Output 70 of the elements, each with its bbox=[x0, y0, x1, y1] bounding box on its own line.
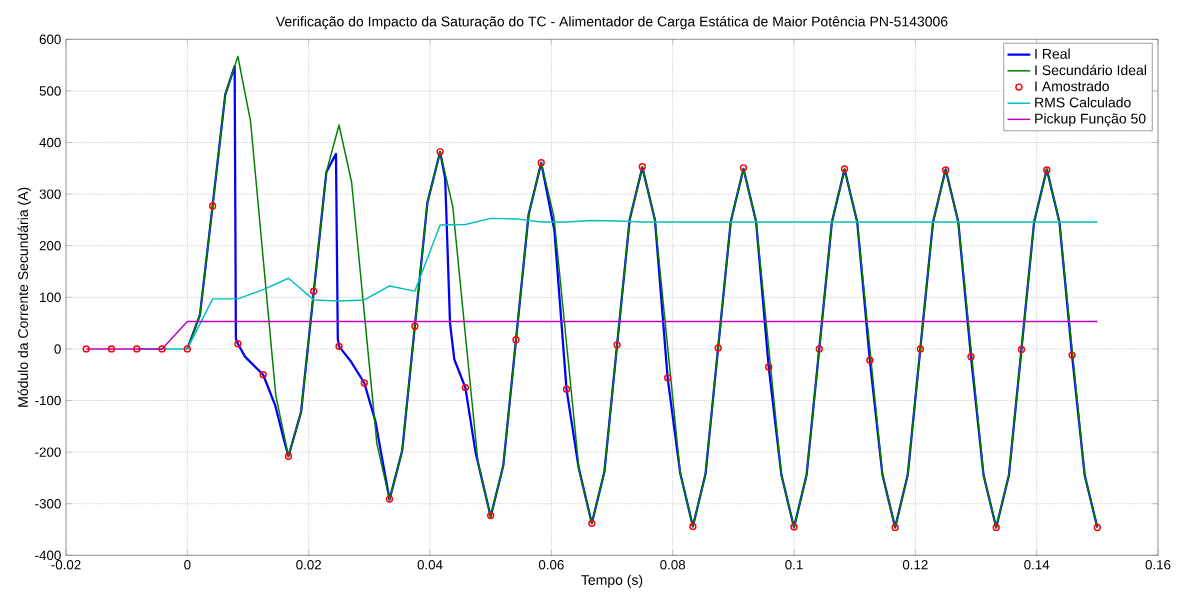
point bbox=[714, 344, 722, 352]
point bbox=[183, 345, 192, 353]
point bbox=[1017, 345, 1026, 354]
chart-title: Verificação do Impacto da Saturação do TC - Alimentador de Carga Estática de Maior Potência PN-5143006 bbox=[275, 16, 948, 30]
point bbox=[310, 287, 318, 295]
point bbox=[765, 363, 773, 371]
point bbox=[436, 148, 444, 156]
legend-label: I Amostrado bbox=[1035, 81, 1109, 92]
y-axis-title: Módulo da Corrente Secundária (A) bbox=[17, 187, 31, 407]
legend-label: Pickup Função 50 bbox=[1035, 113, 1146, 127]
point bbox=[487, 511, 495, 520]
x-tick-label: 0 bbox=[184, 560, 191, 570]
point bbox=[942, 166, 950, 174]
point bbox=[891, 523, 899, 532]
x-tick-label: 0.06 bbox=[538, 560, 564, 570]
y-tick-label: -200 bbox=[35, 447, 61, 457]
point bbox=[992, 523, 1000, 532]
x-tick-label: 0.04 bbox=[417, 560, 443, 570]
y-tick-label: 500 bbox=[39, 86, 61, 96]
point bbox=[613, 341, 621, 349]
x-tick-label: 0.16 bbox=[1145, 560, 1171, 570]
y-tick-label: 0 bbox=[54, 344, 61, 354]
point bbox=[335, 342, 343, 351]
y-tick-label: -300 bbox=[35, 499, 61, 509]
x-tick-label: 0.08 bbox=[660, 560, 686, 570]
x-tick-label: 0.14 bbox=[1024, 560, 1050, 570]
legend-label: RMS Calculado bbox=[1035, 97, 1131, 108]
point bbox=[739, 164, 748, 172]
legend-label: I Real bbox=[1035, 48, 1070, 59]
point bbox=[133, 345, 141, 353]
legend-label: I Secundário Ideal bbox=[1035, 64, 1146, 76]
point bbox=[967, 352, 975, 361]
x-tick-label: 0.12 bbox=[902, 560, 928, 570]
point bbox=[512, 335, 520, 344]
point bbox=[790, 523, 798, 531]
point bbox=[815, 345, 823, 353]
y-tick-label: 200 bbox=[39, 241, 61, 251]
point bbox=[638, 163, 647, 171]
x-tick-label: 0.02 bbox=[296, 560, 321, 570]
point bbox=[208, 202, 217, 210]
point bbox=[284, 452, 293, 460]
y-tick-label: -400 bbox=[35, 550, 61, 561]
point bbox=[588, 519, 596, 527]
y-tick-label: -100 bbox=[35, 395, 61, 406]
point bbox=[234, 340, 242, 348]
point bbox=[385, 495, 394, 503]
point bbox=[537, 158, 545, 167]
y-tick-label: 400 bbox=[39, 137, 61, 148]
point bbox=[1093, 523, 1102, 532]
point bbox=[562, 385, 571, 393]
point bbox=[259, 371, 267, 379]
x-tick-label: -0.02 bbox=[51, 560, 81, 570]
point bbox=[1068, 351, 1076, 359]
point bbox=[1043, 166, 1051, 174]
point bbox=[663, 374, 672, 382]
point bbox=[107, 345, 116, 353]
x-tick-label: 0.1 bbox=[785, 560, 803, 570]
point bbox=[82, 345, 90, 353]
y-tick-label: 100 bbox=[40, 292, 61, 303]
point bbox=[866, 356, 874, 364]
y-tick-label: 300 bbox=[39, 189, 61, 199]
point bbox=[461, 383, 470, 392]
y-tick-label: 600 bbox=[39, 34, 61, 45]
x-axis-title: Tempo (s) bbox=[581, 574, 643, 588]
point bbox=[840, 165, 849, 173]
point bbox=[360, 379, 368, 387]
point bbox=[689, 522, 697, 531]
point bbox=[158, 345, 166, 353]
point bbox=[916, 345, 925, 353]
point bbox=[411, 322, 419, 330]
